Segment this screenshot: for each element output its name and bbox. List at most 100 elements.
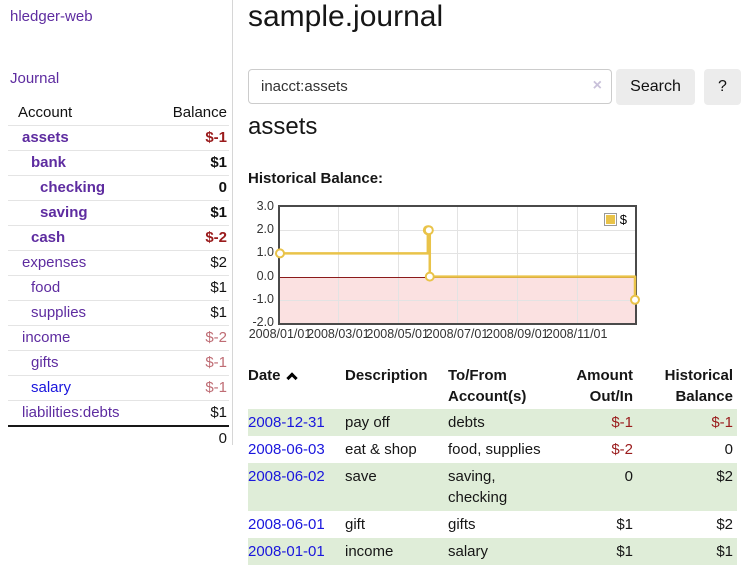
account-balance: $-2 [205,229,227,246]
account-balance: $1 [210,304,227,321]
x-axis-tick-label: 2008/05/01 [366,327,429,341]
transaction-description: pay off [345,414,390,431]
clear-search-icon[interactable]: × [592,77,602,94]
column-header-date[interactable]: Date [248,363,345,409]
account-balance: $1 [210,279,227,296]
account-link[interactable]: food [31,279,61,296]
x-axis-tick-label: 2008/09/01 [486,327,549,341]
account-link[interactable]: assets [22,129,69,146]
brand-link[interactable]: hledger-web [10,8,93,25]
gridline [576,207,578,323]
account-row: bank $1 [8,151,229,176]
search-button[interactable]: Search [616,69,695,105]
account-link[interactable]: cash [31,229,66,246]
account-row: gifts $-1 [8,351,229,376]
transaction-balance: $2 [716,468,733,485]
account-row: saving $1 [8,201,229,226]
y-axis-tick-label: 2.0 [256,222,274,237]
account-row: food $1 [8,276,229,301]
accounts-header-balance: Balance [172,104,227,121]
sidebar-item-journal[interactable]: Journal [10,70,60,87]
accounts-header-row: Account Balance [8,101,229,126]
accounts-header-account: Account [18,104,73,121]
data-point-marker [423,225,434,236]
account-balance: $1 [210,204,227,221]
chart-title: Historical Balance: [248,170,384,187]
gridline [457,207,458,323]
account-link[interactable]: gifts [31,354,59,371]
transaction-accounts: gifts [448,516,476,533]
transactions-header-row: Date Description To/From Account(s) Amou… [248,363,737,409]
account-link[interactable]: liabilities:debts [22,404,120,421]
accounts-table: Account Balance assets $-1 bank $1 checking 0… [8,101,229,451]
transaction-amount: $1 [616,543,633,560]
data-point-marker [630,294,640,305]
transaction-accounts: debts [448,414,485,431]
transaction-accounts: salary [448,543,489,560]
sort-ascending-icon [285,372,298,384]
account-link[interactable]: supplies [31,304,87,321]
account-link[interactable]: bank [31,154,67,171]
x-axis-tick-label: 2008/01/01 [248,327,312,341]
account-balance: $-1 [205,129,227,146]
account-balance: 0 [218,179,227,196]
x-axis-tick-label: 2008/11/01 [545,327,608,341]
x-axis-tick-label: 2008/07/01 [425,327,489,341]
search-form: × Search ? [248,69,742,105]
account-balance: $1 [210,154,227,171]
data-point-marker [275,248,285,259]
transaction-row: 2008-06-01 gift gifts $1 $2 [248,511,737,538]
y-axis-tick-label: -2.0 [252,315,274,329]
y-axis-tick-label: -1.0 [252,291,274,306]
gridline [517,207,519,323]
transaction-description: save [345,468,377,485]
transaction-date-link[interactable]: 2008-06-03 [248,441,325,458]
column-header-tofrom: To/From Account(s) [448,367,527,405]
transaction-date-link[interactable]: 2008-12-31 [248,414,325,431]
y-axis-tick-label: 0.0 [256,268,274,283]
transaction-date-link[interactable]: 2008-01-01 [248,543,325,560]
accounts-total-row: 0 [8,426,229,451]
gridline [338,207,340,323]
balance-chart: $ 3.0 2.0 1.0 0.0 -1.0 -2.0 2008/01/01 2008/03/… [248,199,708,350]
transaction-description: income [345,543,394,560]
help-button[interactable]: ? [704,69,741,105]
transactions-table: Date Description To/From Account(s) Amou… [248,363,737,565]
search-input[interactable] [248,69,612,104]
transaction-date-link[interactable]: 2008-06-02 [248,468,325,485]
account-row: salary $-1 [8,376,229,401]
transaction-date-link[interactable]: 2008-06-01 [248,516,325,533]
account-row: assets $-1 [8,126,229,151]
transaction-balance: $2 [716,516,733,533]
transaction-amount: 0 [624,468,633,485]
account-row: expenses $2 [8,251,229,276]
gridline [397,207,399,323]
data-point-marker [424,271,435,282]
transaction-amount: $1 [616,516,633,533]
account-link[interactable]: income [22,329,71,346]
transaction-amount: $-2 [611,441,633,458]
transaction-amount: $-1 [611,414,633,431]
account-balance: $1 [210,404,227,421]
sidebar: hledger-web Journal Account Balance asse… [0,0,233,447]
account-link[interactable]: salary [31,379,72,396]
account-row: checking 0 [8,176,229,201]
y-axis-tick-label: 1.0 [256,245,274,260]
account-link[interactable]: expenses [22,254,87,271]
account-link[interactable]: saving [40,204,88,221]
transaction-description: eat & shop [345,441,417,458]
transaction-row: 2008-06-02 save saving, checking 0 $2 [248,463,737,511]
account-title: assets [248,113,318,140]
account-row: cash $-2 [8,226,229,251]
transaction-row: 2008-12-31 pay off debts $-1 $-1 [248,409,737,436]
y-axis-tick-label: 3.0 [256,199,274,213]
page-title: sample.journal [248,0,444,33]
chart-legend: $ [601,211,629,228]
accounts-total-value: 0 [218,430,227,447]
transaction-balance: 0 [724,441,733,458]
account-balance: $-1 [205,354,227,371]
account-row: liabilities:debts $1 [8,401,229,426]
transaction-row: 2008-06-03 eat & shop food, supplies $-2 0 [248,436,737,463]
x-axis-tick-label: 2008/03/01 [307,327,370,341]
account-link[interactable]: checking [40,179,106,196]
